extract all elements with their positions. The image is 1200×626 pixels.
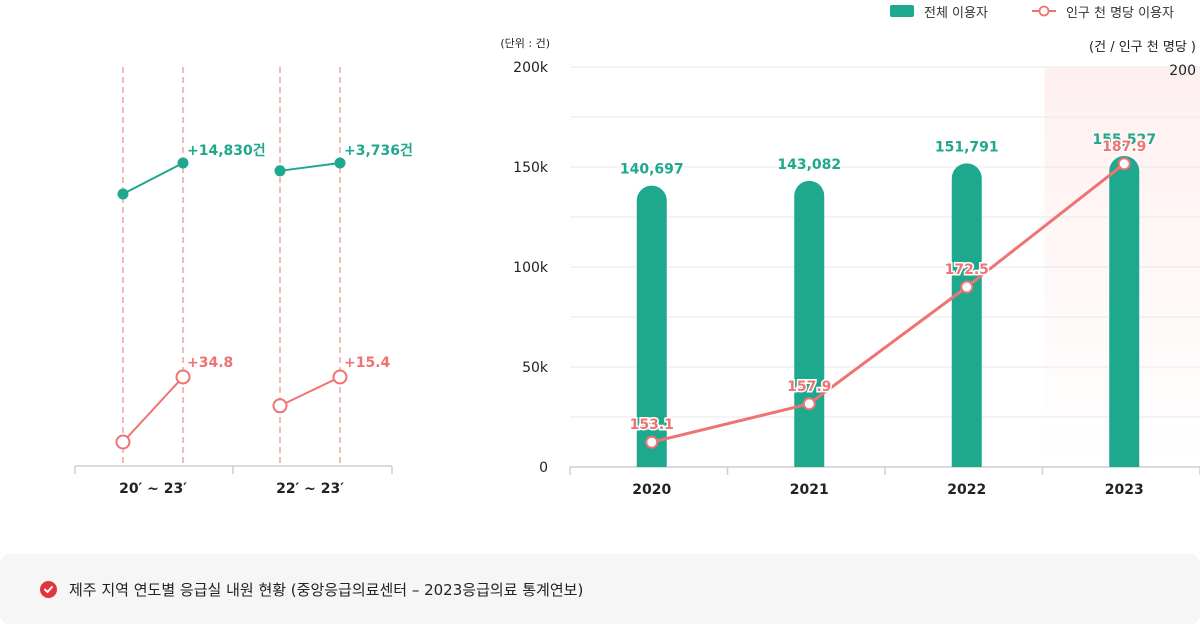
legend-bar-swatch [890, 5, 914, 17]
legend-label-total: 전체 이용자 [924, 5, 988, 21]
per-thousand-change-label: +34.8 [187, 355, 233, 371]
total-change-label: +14,830건 [187, 142, 266, 159]
line-point-2020 [645, 435, 659, 449]
y-tick-label: 150k [513, 160, 549, 176]
y2-axis-unit-label: (건 / 인구 천 명당 ) [1089, 40, 1196, 55]
legend-line-marker-icon [1031, 5, 1056, 17]
line-value-label: 172.5 [945, 262, 989, 278]
line-point-2022 [960, 280, 974, 294]
bar-value-label: 143,082 [777, 157, 841, 173]
total-change-start-point [117, 188, 129, 200]
per-thousand-change-line [122, 376, 184, 443]
bar-2022 [951, 163, 982, 467]
left-category-label: 20′ ~ 23′ [119, 481, 187, 497]
legend-item-per-thousand[interactable]: 인구 천 명당 이용자 [1031, 2, 1175, 21]
legend-item-total[interactable]: 전체 이용자 [890, 2, 988, 21]
bar-value-label: 140,697 [620, 162, 684, 178]
line-value-label: 187.9 [1102, 139, 1146, 155]
total-change-line [279, 162, 341, 172]
y-axis-unit-label: (단위 : 건) [500, 37, 550, 50]
line-point-2021 [802, 397, 816, 411]
total-change-label: +3,736건 [344, 142, 413, 159]
bar-value-label: 155,527 [1092, 132, 1156, 148]
chart-area: 0 50k 100k 150k 200k (단위 : 건) (건 / 인구 천 명당 ) 20… [74, 37, 1200, 498]
x-tick-label: 2020 [632, 482, 671, 498]
bar-2020 [636, 185, 667, 467]
bar-2021 [794, 180, 825, 467]
left-category-label: 22′ ~ 23′ [276, 481, 344, 497]
legend-label-per-thousand: 인구 천 명당 이용자 [1065, 5, 1175, 21]
y-tick-label: 50k [522, 360, 549, 376]
line-series-per-thousand [651, 162, 1126, 444]
bar-2023 [1109, 155, 1140, 467]
per-thousand-start-point [272, 398, 288, 414]
y-tick-label: 200k [513, 60, 549, 76]
line-value-label: 157.9 [787, 379, 831, 395]
y-tick-label: 100k [513, 260, 549, 276]
total-change-end-point [177, 157, 189, 169]
per-thousand-change-line [279, 376, 341, 407]
source-footer: 제주 지역 연도별 응급실 내원 현황 (중앙응급의료센터 – 2023응급의료… [0, 554, 1200, 624]
source-caption: 제주 지역 연도별 응급실 내원 현황 (중앙응급의료센터 – 2023응급의료… [69, 580, 584, 599]
bar-value-label: 151,791 [935, 139, 999, 155]
per-thousand-end-point [175, 369, 191, 385]
per-thousand-end-point [332, 369, 348, 385]
line-value-label: 153.1 [630, 417, 674, 433]
total-change-start-point [274, 165, 286, 177]
legend: 전체 이용자 인구 천 명당 이용자 [890, 0, 1174, 22]
y-tick-label: 0 [539, 460, 548, 476]
total-change-end-point [334, 157, 346, 169]
x-tick-label: 2021 [790, 482, 829, 498]
y2-tick-label: 200 [1169, 63, 1196, 79]
check-circle-icon [40, 580, 57, 598]
per-thousand-start-point [115, 434, 131, 450]
line-point-2023 [1117, 157, 1131, 171]
x-tick-label: 2022 [947, 482, 986, 498]
total-change-line [122, 162, 184, 195]
x-tick-label: 2023 [1105, 482, 1144, 498]
per-thousand-change-label: +15.4 [344, 355, 391, 371]
